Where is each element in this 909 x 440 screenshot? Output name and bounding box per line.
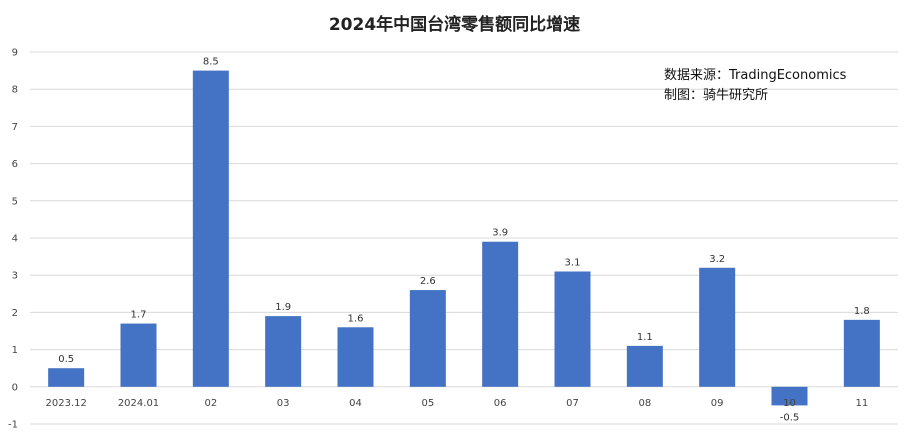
data-label: 1.8 bbox=[854, 306, 870, 317]
bar bbox=[192, 70, 229, 387]
data-label: 3.9 bbox=[492, 228, 508, 239]
data-label: 3.1 bbox=[565, 257, 581, 268]
y-tick-label: 6 bbox=[12, 159, 18, 170]
x-tick-label: 09 bbox=[711, 398, 724, 409]
x-tick-label: 2024.01 bbox=[118, 398, 159, 409]
y-tick-label: 8 bbox=[12, 85, 18, 96]
y-tick-label: 1 bbox=[12, 345, 18, 356]
x-tick-label: 11 bbox=[855, 398, 868, 409]
x-tick-label: 04 bbox=[349, 398, 362, 409]
data-label: 0.5 bbox=[58, 354, 74, 365]
y-tick-label: 5 bbox=[12, 196, 18, 207]
x-tick-label: 10 bbox=[783, 398, 796, 409]
bar bbox=[482, 241, 519, 387]
source-line: 数据来源：TradingEconomics bbox=[664, 68, 847, 83]
bar bbox=[409, 290, 446, 387]
y-tick-label: -1 bbox=[8, 420, 18, 431]
bar bbox=[265, 316, 302, 387]
data-label: 3.2 bbox=[709, 254, 725, 265]
x-tick-label: 02 bbox=[204, 398, 217, 409]
source-annotation: 数据来源：TradingEconomics 制图：骑牛研究所 bbox=[664, 66, 846, 106]
author-line: 制图：骑牛研究所 bbox=[664, 88, 769, 103]
bar bbox=[554, 271, 591, 387]
bar bbox=[48, 368, 85, 387]
data-label: 1.7 bbox=[131, 310, 147, 321]
x-tick-label: 2023.12 bbox=[45, 398, 86, 409]
data-label: 1.9 bbox=[275, 302, 291, 313]
data-label: 1.6 bbox=[348, 313, 364, 324]
bar bbox=[626, 345, 663, 387]
x-tick-label: 07 bbox=[566, 398, 579, 409]
chart-title: 2024年中国台湾零售额同比增速 bbox=[328, 15, 581, 35]
y-tick-label: 0 bbox=[12, 382, 18, 393]
data-label: 8.5 bbox=[203, 57, 219, 68]
x-tick-label: 08 bbox=[638, 398, 651, 409]
data-label: 1.1 bbox=[637, 332, 653, 343]
bar bbox=[771, 386, 808, 406]
x-tick-label: 05 bbox=[421, 398, 434, 409]
data-label: -0.5 bbox=[780, 412, 800, 423]
y-tick-label: 4 bbox=[12, 234, 18, 245]
bar bbox=[843, 319, 880, 387]
y-tick-label: 7 bbox=[12, 122, 18, 133]
bar bbox=[120, 323, 157, 387]
y-tick-label: 2 bbox=[12, 308, 18, 319]
bar bbox=[699, 267, 736, 387]
data-label: 2.6 bbox=[420, 276, 436, 287]
y-tick-label: 3 bbox=[12, 271, 18, 282]
bar bbox=[337, 327, 374, 387]
y-tick-label: 9 bbox=[12, 48, 18, 59]
x-tick-label: 03 bbox=[277, 398, 290, 409]
x-tick-label: 06 bbox=[494, 398, 507, 409]
